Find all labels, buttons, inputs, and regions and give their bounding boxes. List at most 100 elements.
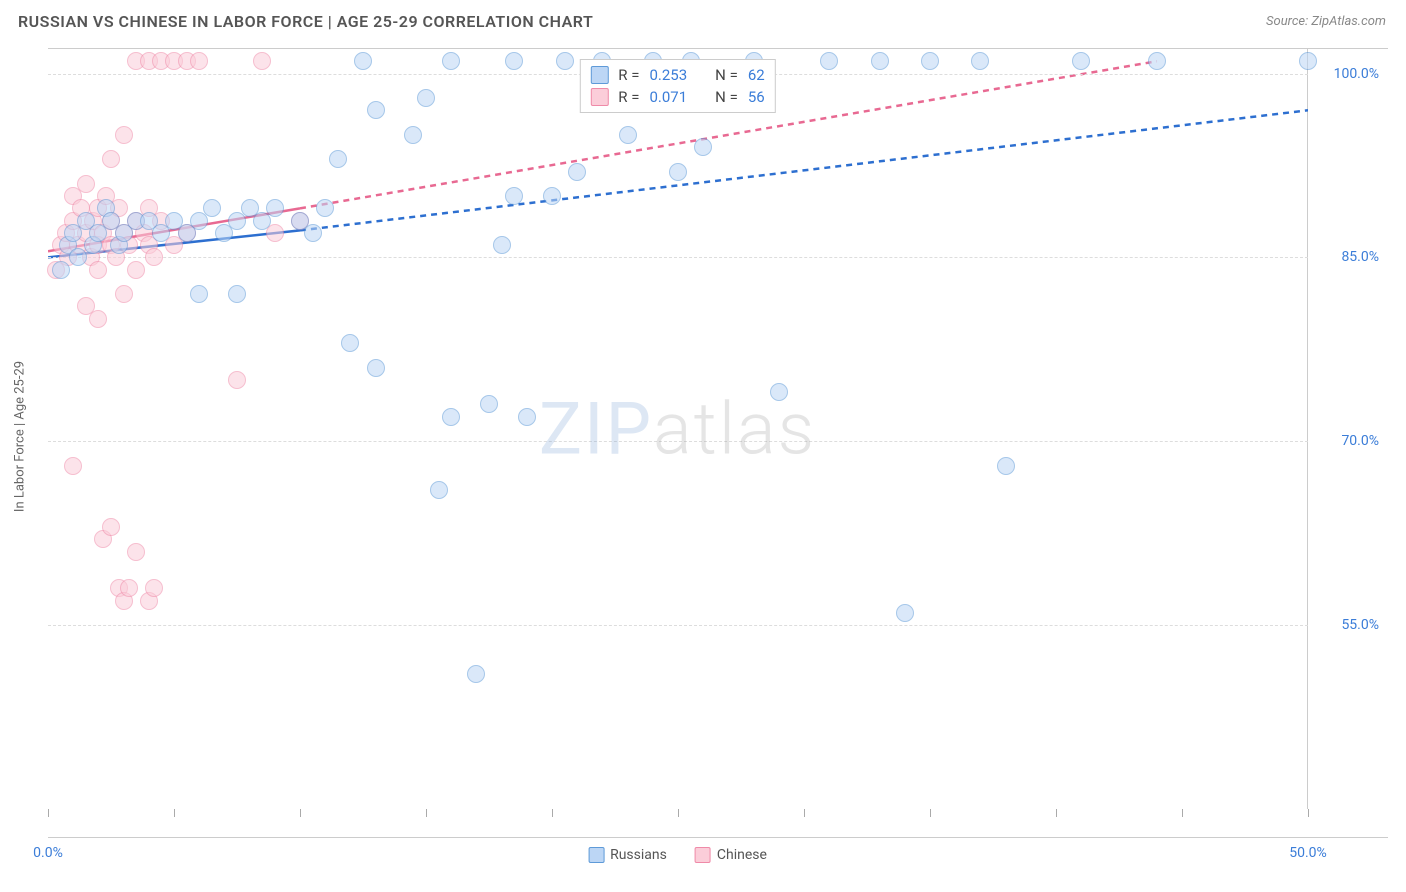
point-russian — [52, 261, 70, 279]
point-russian — [480, 395, 498, 413]
point-chinese — [115, 126, 133, 144]
legend-item-chinese: Chinese — [695, 847, 767, 863]
y-tick-label: 85.0% — [1341, 249, 1379, 265]
x-tick — [48, 809, 49, 817]
point-chinese — [64, 457, 82, 475]
legend-label: Chinese — [717, 847, 767, 863]
n-value: 62 — [748, 66, 765, 84]
gridline — [48, 441, 1308, 442]
point-russian — [543, 187, 561, 205]
point-russian — [341, 334, 359, 352]
point-russian — [467, 665, 485, 683]
legend-swatch-pink — [590, 88, 608, 106]
point-russian — [304, 224, 322, 242]
point-russian — [669, 163, 687, 181]
series-legend: Russians Chinese — [588, 847, 767, 863]
r-value: 0.253 — [649, 66, 687, 84]
point-russian — [442, 52, 460, 70]
y-tick-label: 70.0% — [1341, 433, 1379, 449]
legend-label: Russians — [610, 847, 667, 863]
legend-swatch-pink — [695, 847, 711, 863]
y-tick-label: 55.0% — [1341, 617, 1379, 633]
point-chinese — [190, 52, 208, 70]
point-chinese — [89, 310, 107, 328]
n-label: N = — [715, 66, 738, 84]
chart-title: RUSSIAN VS CHINESE IN LABOR FORCE | AGE … — [18, 12, 593, 31]
point-russian — [367, 101, 385, 119]
point-russian — [518, 408, 536, 426]
chart-header: RUSSIAN VS CHINESE IN LABOR FORCE | AGE … — [0, 0, 1406, 39]
r-value: 0.071 — [649, 88, 687, 106]
point-russian — [1299, 52, 1317, 70]
watermark-zip: ZIP — [539, 387, 653, 472]
x-tick — [1056, 809, 1057, 817]
x-tick — [174, 809, 175, 817]
correlation-legend: R = 0.253 N = 62 R = 0.071 N = 56 — [579, 59, 775, 113]
legend-row-chinese: R = 0.071 N = 56 — [590, 86, 764, 108]
point-russian — [1072, 52, 1090, 70]
point-russian — [404, 126, 422, 144]
point-chinese — [120, 579, 138, 597]
point-russian — [367, 359, 385, 377]
legend-swatch-blue — [590, 66, 608, 84]
x-tick — [804, 809, 805, 817]
point-russian — [505, 187, 523, 205]
point-russian — [190, 285, 208, 303]
x-tick-label: 50.0% — [1289, 845, 1327, 861]
x-tick — [1182, 809, 1183, 817]
point-russian — [871, 52, 889, 70]
point-chinese — [115, 285, 133, 303]
point-chinese — [127, 543, 145, 561]
x-tick — [678, 809, 679, 817]
point-chinese — [127, 261, 145, 279]
point-russian — [203, 199, 221, 217]
point-russian — [442, 408, 460, 426]
source-attribution: Source: ZipAtlas.com — [1266, 14, 1386, 29]
point-chinese — [102, 518, 120, 536]
point-russian — [354, 52, 372, 70]
x-tick — [1308, 809, 1309, 817]
point-chinese — [77, 175, 95, 193]
point-russian — [266, 199, 284, 217]
point-russian — [1148, 52, 1166, 70]
point-chinese — [145, 579, 163, 597]
gridline — [48, 625, 1308, 626]
r-label: R = — [618, 88, 639, 106]
point-russian — [69, 248, 87, 266]
point-chinese — [102, 150, 120, 168]
legend-swatch-blue — [588, 847, 604, 863]
point-russian — [556, 52, 574, 70]
legend-item-russians: Russians — [588, 847, 667, 863]
point-russian — [921, 52, 939, 70]
n-value: 56 — [748, 88, 765, 106]
y-tick-label: 100.0% — [1334, 66, 1379, 82]
point-russian — [619, 126, 637, 144]
point-russian — [329, 150, 347, 168]
point-russian — [971, 52, 989, 70]
watermark-atlas: atlas — [653, 387, 816, 472]
x-tick — [552, 809, 553, 817]
n-label: N = — [715, 88, 738, 106]
point-russian — [820, 52, 838, 70]
plot-area: In Labor Force | Age 25-29 R = 0.253 N =… — [48, 49, 1308, 809]
y-axis-label: In Labor Force | Age 25-29 — [13, 337, 28, 537]
point-russian — [505, 52, 523, 70]
x-tick — [300, 809, 301, 817]
point-russian — [770, 383, 788, 401]
point-chinese — [89, 261, 107, 279]
y-axis: In Labor Force | Age 25-29 — [10, 49, 30, 809]
point-russian — [430, 481, 448, 499]
point-russian — [316, 199, 334, 217]
chart-container: In Labor Force | Age 25-29 R = 0.253 N =… — [48, 48, 1388, 838]
point-russian — [493, 236, 511, 254]
point-chinese — [145, 248, 163, 266]
point-russian — [417, 89, 435, 107]
point-chinese — [228, 371, 246, 389]
point-russian — [694, 138, 712, 156]
x-tick-label: 0.0% — [33, 845, 63, 861]
r-label: R = — [618, 66, 639, 84]
x-tick — [930, 809, 931, 817]
point-russian — [997, 457, 1015, 475]
point-russian — [896, 604, 914, 622]
point-russian — [568, 163, 586, 181]
